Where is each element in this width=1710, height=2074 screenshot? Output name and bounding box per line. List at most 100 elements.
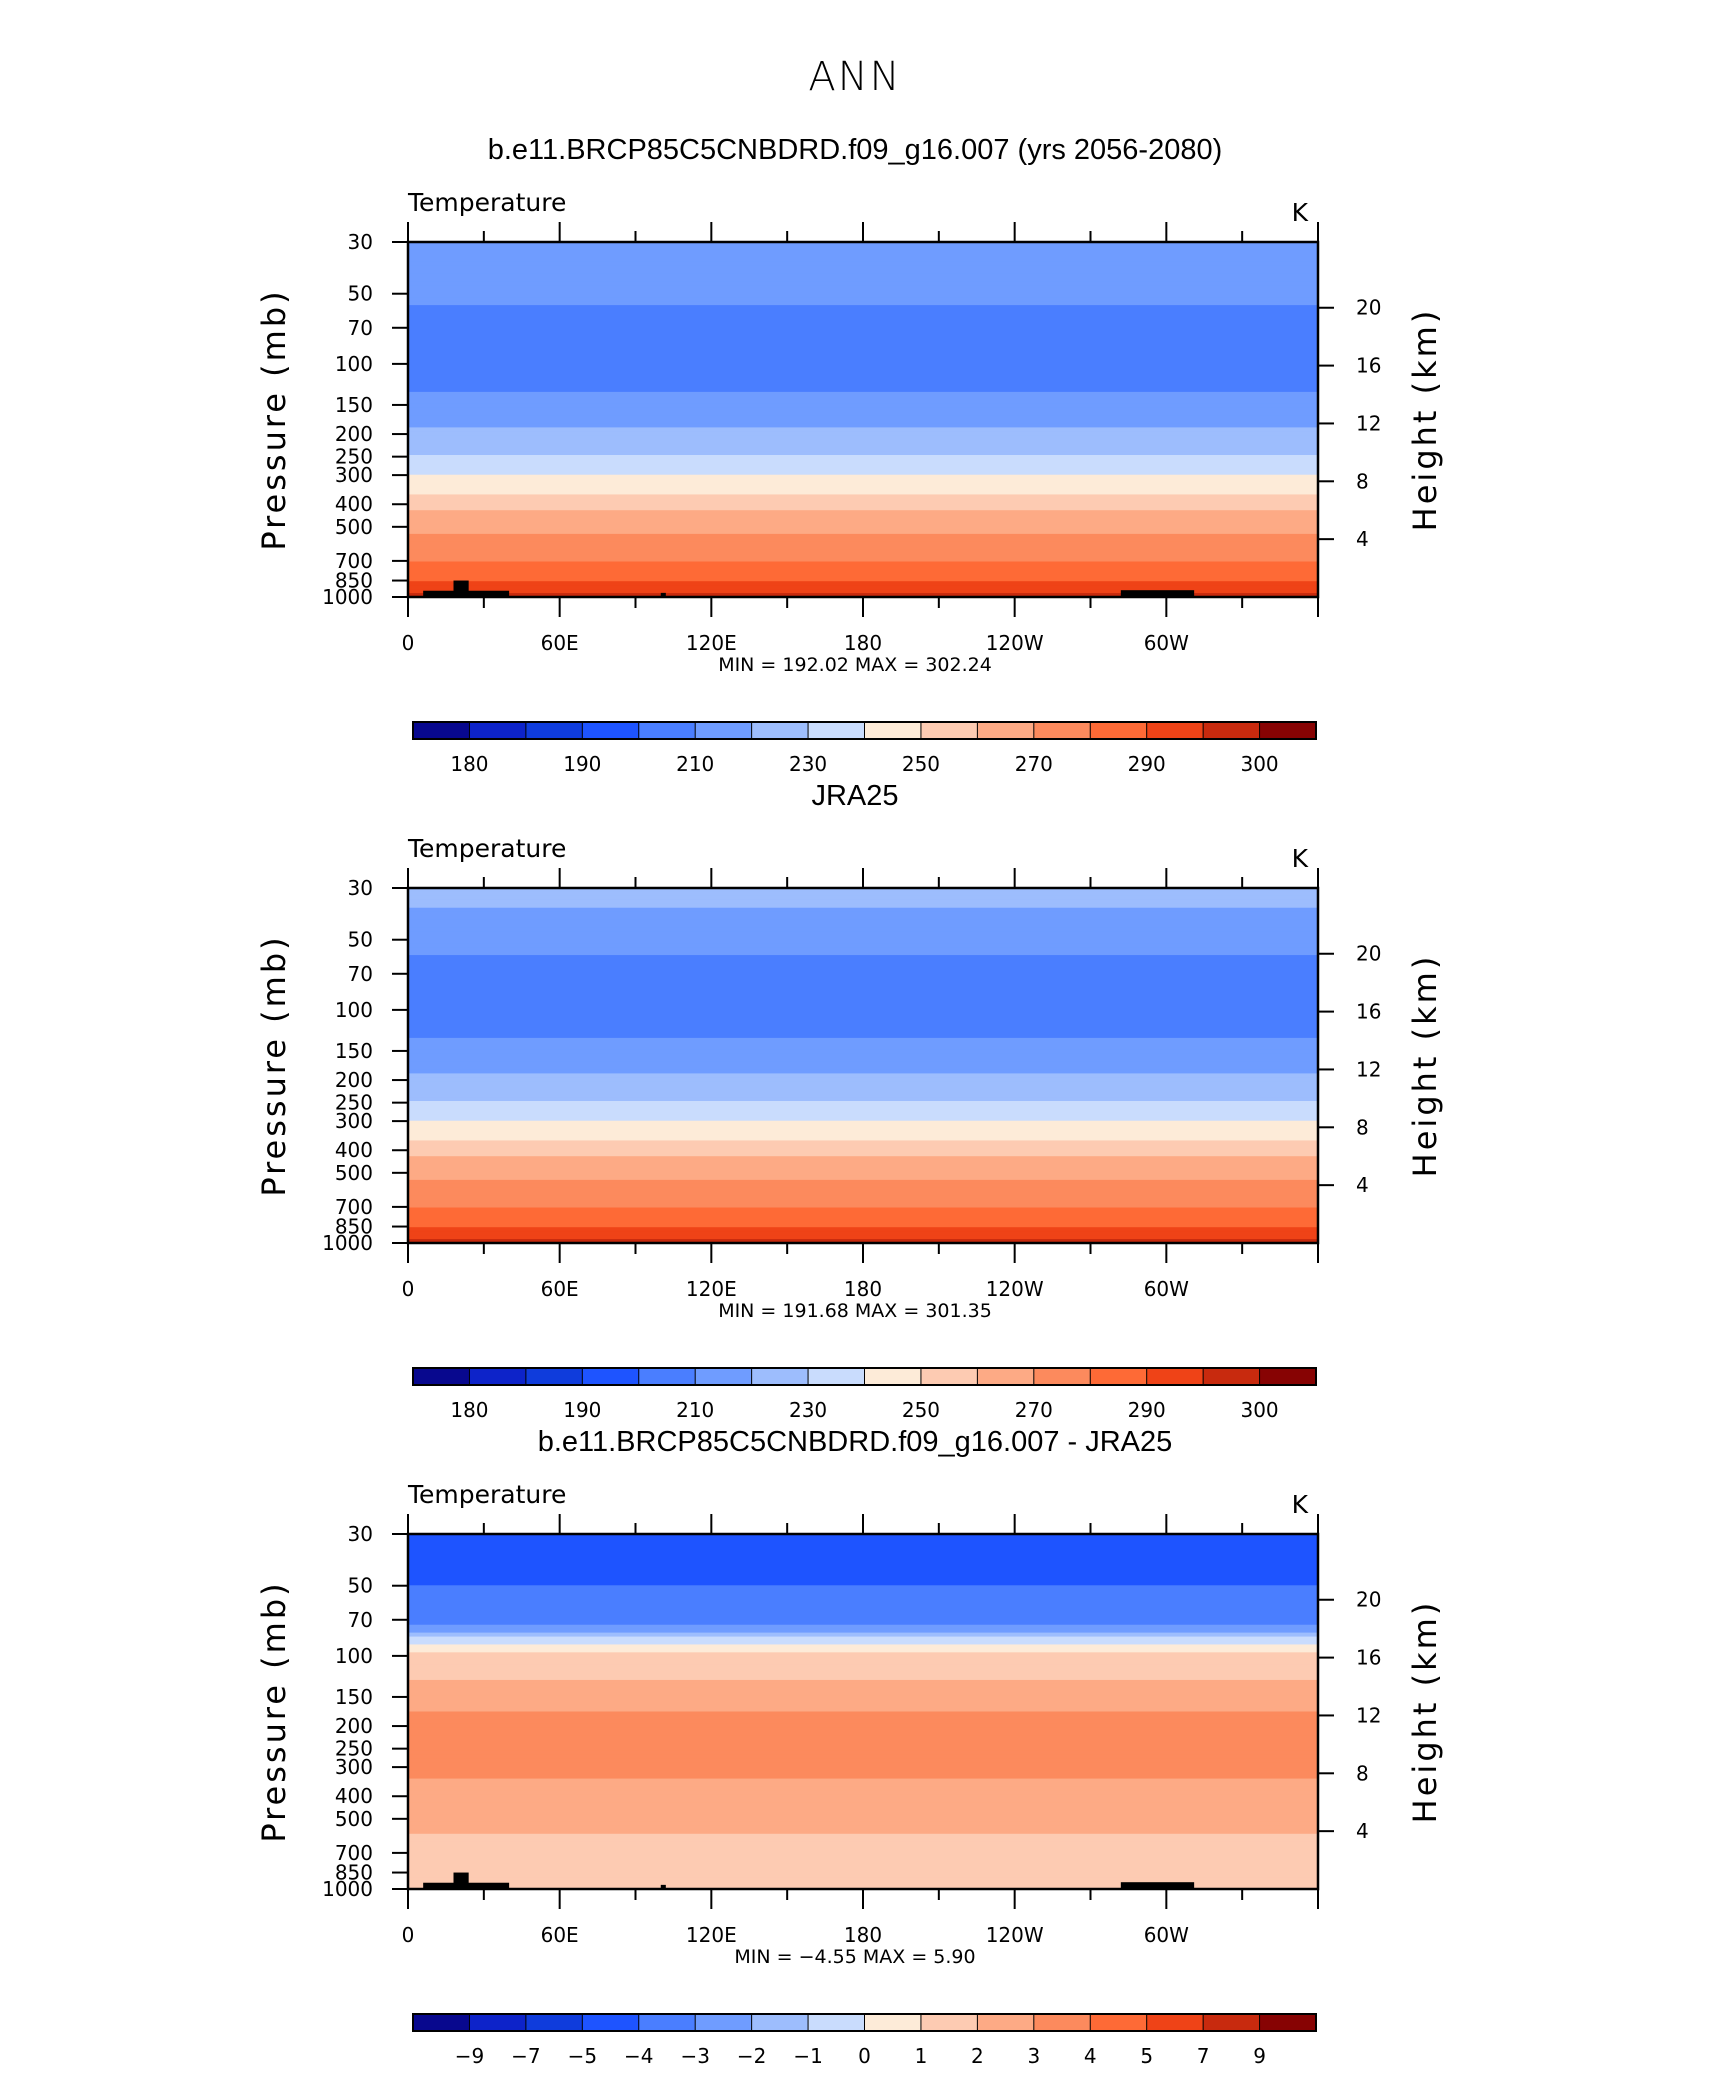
y-tick-label: 150: [335, 393, 373, 417]
contour-band: [408, 927, 1318, 933]
contour-band: [408, 1869, 1318, 1875]
colorbar-label: 210: [676, 752, 714, 776]
x-tick-label: 60E: [541, 631, 579, 655]
colorbar-swatch: [1089, 1367, 1148, 1386]
contour-band: [408, 565, 1318, 571]
contour-band: [408, 545, 1318, 551]
contour-band: [408, 1124, 1318, 1130]
contour-band: [408, 1735, 1318, 1740]
contour-band: [408, 1825, 1318, 1831]
colorbar-swatch: [1146, 1367, 1205, 1386]
contour-band: [408, 569, 1318, 575]
contour-band: [408, 1561, 1318, 1567]
y2-tick-label: 12: [1356, 1703, 1381, 1727]
contour-band: [408, 352, 1318, 358]
contour-band: [408, 1156, 1318, 1161]
contour-band: [408, 1818, 1318, 1823]
contour-band: [408, 895, 1318, 901]
contour-band: [408, 462, 1318, 468]
contour-band: [408, 951, 1318, 956]
contour-band: [408, 1833, 1318, 1839]
colorbar-label: 9: [1253, 2044, 1266, 2068]
panel-title: JRA25: [811, 780, 898, 812]
contour-band: [408, 1231, 1318, 1236]
contour-band: [408, 518, 1318, 523]
colorbar-label: 250: [902, 1398, 940, 1422]
colorbar-swatch: [807, 2013, 866, 2032]
contour-band: [408, 332, 1318, 338]
colorbar-label: 290: [1128, 1398, 1166, 1422]
colorbar-label: 3: [1027, 2044, 1040, 2068]
contour-band: [408, 1144, 1318, 1150]
field-label: Temperature: [407, 834, 566, 863]
colorbar-swatch: [920, 721, 979, 740]
contour-band: [408, 1077, 1318, 1083]
contour-band: [408, 1660, 1318, 1665]
y-tick-label: 300: [335, 463, 373, 487]
colorbar-label: 210: [676, 1398, 714, 1422]
contour-band: [408, 387, 1318, 393]
colorbar-label: −2: [737, 2044, 766, 2068]
units-label: K: [1292, 198, 1309, 227]
contour-band: [408, 407, 1318, 413]
topography: [423, 580, 1195, 597]
contour-band: [408, 1585, 1318, 1591]
contour-band: [408, 1810, 1318, 1815]
colorbar-swatch: [638, 721, 697, 740]
contour-band: [408, 1108, 1318, 1114]
y-axis-height: 20 16 12 8 4: [1318, 942, 1381, 1197]
contour-band: [408, 1018, 1318, 1023]
contour-band: [408, 1857, 1318, 1863]
contour-band: [408, 1101, 1318, 1106]
y-tick-label: 200: [335, 1714, 373, 1738]
y2-axis-label: Height (km): [1406, 308, 1444, 532]
y-axis-label: Pressure (mb): [255, 1580, 293, 1842]
contour-band: [408, 1136, 1318, 1142]
contour-band: [408, 1120, 1318, 1126]
contour-band: [408, 1085, 1318, 1090]
colorbar-swatch: [468, 721, 527, 740]
x-axis: 0 60E 120E 180 120W 60W: [402, 1514, 1319, 1947]
panel-title: b.e11.BRCP85C5CNBDRD.f09_g16.007 - JRA25: [538, 1426, 1173, 1458]
contour-band: [408, 313, 1318, 318]
x-tick-label: 120W: [986, 1277, 1044, 1301]
contour-band: [408, 970, 1318, 976]
colorbar-swatch: [468, 2013, 527, 2032]
y2-tick-label: 8: [1356, 1115, 1369, 1139]
colorbar-label: 0: [858, 2044, 871, 2068]
colorbar-swatch: [920, 1367, 979, 1386]
land-island: [660, 1884, 666, 1889]
y2-tick-label: 16: [1356, 1646, 1381, 1670]
contour-band: [408, 1707, 1318, 1713]
contour-band: [408, 1195, 1318, 1201]
contour-band: [408, 1703, 1318, 1709]
contour-band: [408, 466, 1318, 472]
y-tick-label: 850: [335, 1861, 373, 1885]
y-tick-label: 850: [335, 1215, 373, 1239]
contour-band: [408, 1762, 1318, 1768]
contour-band: [408, 919, 1318, 925]
contour-band: [408, 943, 1318, 948]
colorbar-label: −5: [568, 2044, 597, 2068]
contour-band: [408, 1636, 1318, 1642]
contour-band: [408, 935, 1318, 941]
contour-band: [408, 253, 1318, 259]
contour-band: [408, 265, 1318, 271]
contour-band: [408, 281, 1318, 287]
contour-band: [408, 301, 1318, 306]
x-axis: 0 60E 120E 180 120W 60W: [402, 222, 1319, 655]
contour-band: [408, 1152, 1318, 1158]
contour-band: [408, 1148, 1318, 1154]
y2-tick-label: 12: [1356, 1057, 1381, 1081]
x-tick-label: 120W: [986, 1923, 1044, 1947]
contour-band: [408, 305, 1318, 310]
land-highland: [453, 580, 469, 597]
contour-band: [408, 553, 1318, 559]
y-tick-label: 50: [348, 282, 373, 306]
contour-band: [408, 360, 1318, 366]
panel-title: b.e11.BRCP85C5CNBDRD.f09_g16.007 (yrs 20…: [488, 134, 1223, 166]
y2-tick-label: 4: [1356, 1819, 1369, 1843]
contour-band: [408, 1227, 1318, 1232]
